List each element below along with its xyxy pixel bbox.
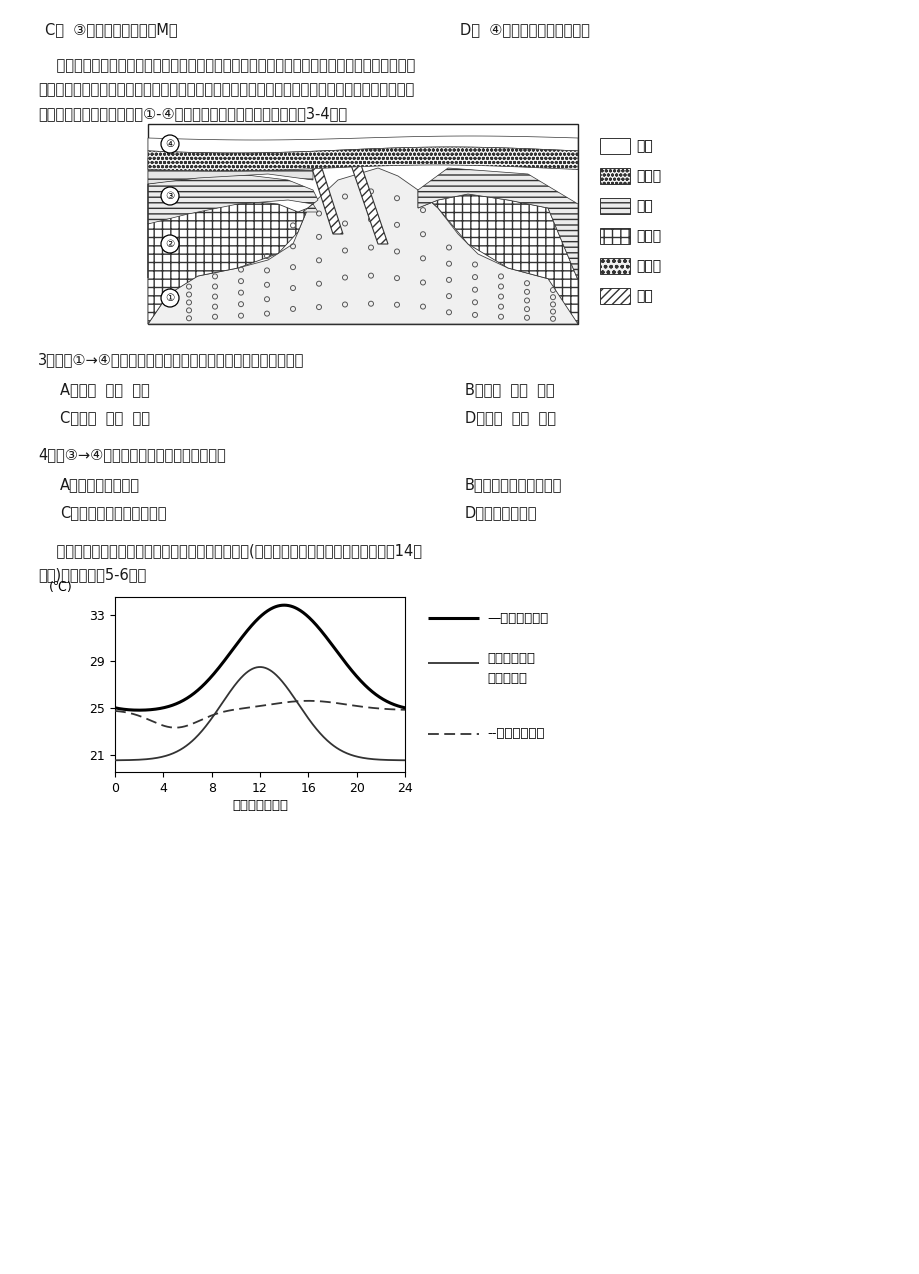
Text: 4．与③→④时期海岸线的变化一致的现象有: 4．与③→④时期海岸线的变化一致的现象有: [38, 447, 225, 462]
Circle shape: [161, 234, 179, 254]
Bar: [599, 197, 630, 214]
Text: C．河口区土地盐碱化减轻: C．河口区土地盐碱化减轻: [60, 505, 166, 520]
Bar: [599, 259, 630, 274]
Bar: [599, 288, 630, 304]
Circle shape: [161, 135, 179, 153]
Text: 页岩: 页岩: [635, 199, 652, 213]
Text: —气温日变化线: —气温日变化线: [487, 612, 549, 624]
Text: D．  ④地三条等值线数值相同: D． ④地三条等值线数值相同: [460, 22, 589, 37]
Text: A．沿海陆地被淹没: A．沿海陆地被淹没: [60, 476, 140, 492]
Text: --地面散失热量: --地面散失热量: [487, 727, 545, 740]
Bar: [599, 228, 630, 245]
Polygon shape: [148, 147, 577, 171]
Text: (℃): (℃): [49, 581, 73, 594]
Text: 地面吸收的太: 地面吸收的太: [487, 652, 535, 665]
Text: 砂岩: 砂岩: [635, 139, 652, 153]
Text: 下图为某海域地质剖面图，①-④为不同地质时期的岩层。据此回答3-4题。: 下图为某海域地质剖面图，①-④为不同地质时期的岩层。据此回答3-4题。: [38, 106, 346, 121]
Text: ③: ③: [165, 191, 175, 201]
Polygon shape: [308, 155, 343, 234]
Polygon shape: [347, 155, 388, 245]
Text: A．海退  海进  海进: A．海退 海进 海进: [60, 382, 150, 397]
Text: 3．图中①→④岩层的更替与该地海岸线的变化顺序对应正确的是: 3．图中①→④岩层的更替与该地海岸线的变化顺序对应正确的是: [38, 352, 304, 367]
Text: ②: ②: [165, 240, 175, 248]
Bar: [148, 124, 577, 324]
Text: B．河口三角洲面积扩大: B．河口三角洲面积扩大: [464, 476, 562, 492]
Text: 左右)，读图回答5-6题。: 左右)，读图回答5-6题。: [38, 567, 146, 582]
Polygon shape: [148, 152, 312, 224]
Text: 石灰岩: 石灰岩: [635, 229, 661, 243]
Text: 阳辐射热量: 阳辐射热量: [487, 673, 528, 685]
Polygon shape: [148, 200, 308, 324]
Circle shape: [161, 187, 179, 205]
Text: 下图是某地气象台绘制的该地气温日变化监测图。(注：一天中最高气温一般出现在午后14时: 下图是某地气象台绘制的该地气温日变化监测图。(注：一天中最高气温一般出现在午后1…: [38, 543, 422, 558]
Bar: [599, 168, 630, 183]
Text: 砂砾岩: 砂砾岩: [635, 169, 661, 183]
Polygon shape: [417, 190, 577, 324]
Text: 断层: 断层: [635, 289, 652, 303]
Polygon shape: [148, 168, 577, 324]
Text: 岩则是陆相碎屑沉积岩。在地质学中，海退是指海岸线向海洋推进，海进是指海岸线向陆地推进。: 岩则是陆相碎屑沉积岩。在地质学中，海退是指海岸线向海洋推进，海进是指海岸线向陆地…: [38, 82, 414, 97]
Text: ④: ④: [165, 139, 175, 149]
Text: D．咸潮危害减轻: D．咸潮危害减轻: [464, 505, 537, 520]
Text: C．海进  海退  海退: C．海进 海退 海退: [60, 410, 150, 426]
Text: B．海进  海进  海退: B．海进 海进 海退: [464, 382, 554, 397]
Polygon shape: [148, 175, 318, 278]
Polygon shape: [148, 136, 577, 153]
Text: 花岗岩: 花岗岩: [635, 259, 661, 273]
Bar: [599, 138, 630, 154]
Text: ①: ①: [165, 293, 175, 303]
Text: D．海退  海退  海进: D．海退 海退 海进: [464, 410, 555, 426]
Polygon shape: [417, 168, 577, 280]
Text: 同一时期在海洋中形成的砂岩、页岩、石灰岩在水平方向上是从浅海到深海依次排列的，砂砾: 同一时期在海洋中形成的砂岩、页岩、石灰岩在水平方向上是从浅海到深海依次排列的，砂…: [38, 59, 414, 73]
Circle shape: [161, 289, 179, 307]
X-axis label: 北京时间（时）: 北京时间（时）: [232, 799, 288, 812]
Text: C．  ③地雨区主要出现在M侧: C． ③地雨区主要出现在M侧: [45, 22, 177, 37]
